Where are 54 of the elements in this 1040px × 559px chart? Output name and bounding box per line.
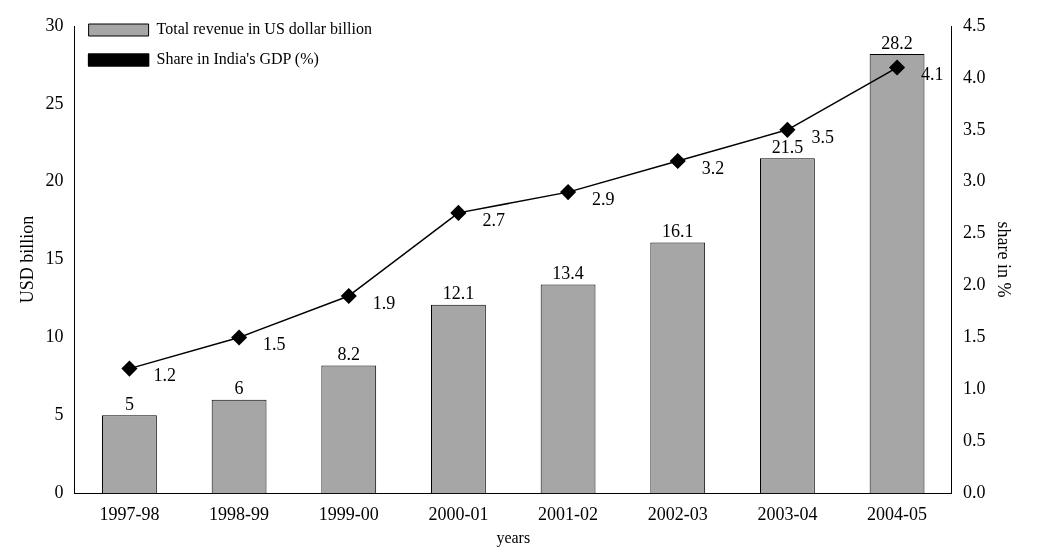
point	[231, 329, 247, 346]
x-tick-label: 2004-05	[867, 503, 928, 524]
x-tick-label: 1997-98	[99, 503, 160, 524]
data-label: 1.9	[372, 292, 396, 313]
point	[889, 59, 905, 76]
y-tick-label: 0	[54, 481, 64, 502]
data-label: 3.2	[701, 157, 725, 178]
y2-tick-label: 3.5	[962, 118, 986, 139]
x-tick-label: 1998-99	[209, 503, 270, 524]
point	[669, 153, 686, 169]
x-axis-title: years	[496, 528, 531, 547]
x-tick-label: 1999-00	[318, 503, 379, 524]
x-tick-label: 2000-01	[428, 503, 489, 524]
y2-tick-label: 0.0	[962, 481, 986, 502]
point	[779, 122, 796, 138]
x-tick-label: 2001-02	[538, 503, 599, 524]
data-label: 1.2	[153, 365, 176, 386]
data-label: 21.5	[771, 137, 804, 158]
y-tick-label: 30	[45, 14, 64, 35]
data-label: 28.2	[881, 32, 913, 53]
data-label: 6	[234, 378, 244, 399]
x-tick-label: 2003-04	[757, 503, 818, 524]
data-label: 5	[124, 394, 134, 415]
data-label: 8.2	[337, 344, 361, 365]
data-label: 2.7	[482, 209, 505, 230]
y2-tick-label: 0.5	[962, 430, 986, 451]
y2-tick-label: 3.0	[962, 170, 986, 191]
data-label: 4.1	[921, 64, 944, 85]
y2-tick-label: 1.5	[962, 326, 986, 347]
y2-tick-label: 4.5	[962, 14, 986, 35]
y-tick-label: 20	[45, 170, 64, 191]
point	[341, 288, 357, 304]
data-label: 3.5	[811, 126, 834, 147]
legend-label: Total revenue in US dollar billion	[156, 20, 372, 38]
legend-label: Share in India's GDP (%)	[156, 50, 319, 69]
data-label: 13.4	[552, 263, 584, 284]
point	[450, 205, 467, 221]
y2-tick-label: 2.0	[962, 274, 986, 295]
data-label: 2.9	[592, 188, 615, 209]
point	[560, 184, 576, 200]
y-axis-title: USD billion	[16, 215, 37, 304]
y-tick-label: 15	[45, 248, 64, 269]
y2-tick-label: 4.0	[962, 66, 986, 87]
y2-tick-label: 2.5	[962, 222, 986, 243]
data-label: 16.1	[661, 221, 694, 242]
y-tick-label: 10	[45, 326, 64, 347]
y2-tick-label: 1.0	[962, 378, 986, 399]
y2-axis-title: share in %	[994, 221, 1015, 298]
data-label: 1.5	[263, 334, 286, 355]
x-tick-label: 2002-03	[647, 503, 708, 524]
y-tick-label: 25	[45, 92, 64, 113]
point	[121, 360, 138, 377]
y-tick-label: 5	[54, 404, 64, 425]
data-label: 12.1	[442, 283, 475, 304]
